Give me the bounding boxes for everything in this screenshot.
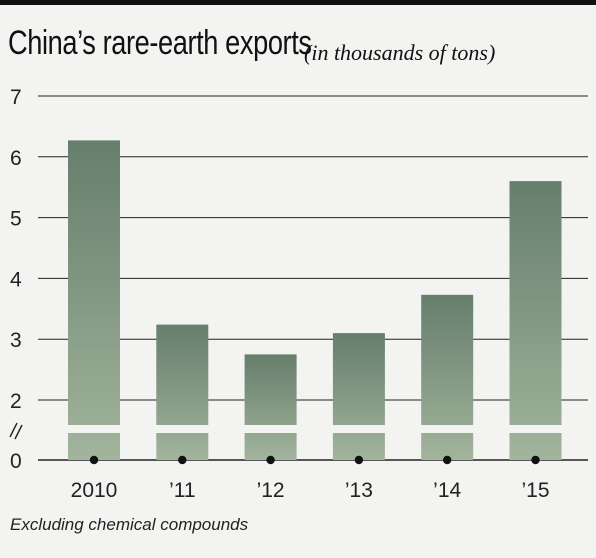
- axis-break-band: [36, 425, 590, 433]
- y-tick-label: 2: [10, 390, 22, 413]
- x-tick-label: ’13: [345, 479, 373, 502]
- bar-1: [156, 324, 209, 460]
- x-tick-dot: [531, 455, 540, 465]
- axis-break-mark: [14, 424, 23, 440]
- y-tick-label: 0: [10, 450, 22, 473]
- x-tick-label: ’12: [257, 479, 285, 502]
- x-tick-dot: [354, 455, 364, 465]
- bar-4: [421, 294, 474, 460]
- x-tick-label: ’11: [169, 479, 195, 502]
- x-tick-dot: [178, 455, 187, 465]
- x-tick-dot: [443, 455, 452, 465]
- x-tick-dot: [266, 455, 275, 465]
- chart-subtitle: (in thousands of tons): [304, 40, 496, 65]
- y-tick-label: 7: [10, 86, 22, 109]
- y-tick-label: 5: [10, 208, 22, 231]
- chart-title: China’s rare-earth exports: [8, 24, 312, 62]
- x-tick-label: ’14: [433, 479, 461, 502]
- bar-3: [332, 333, 385, 460]
- bar-2: [244, 354, 297, 460]
- chart-title-wrap: China’s rare-earth exports: [8, 26, 387, 60]
- x-tick-dot: [89, 455, 99, 465]
- y-tick-label: 6: [10, 147, 22, 170]
- axis-break-mark: [9, 422, 18, 438]
- x-tick-label: 2010: [71, 479, 118, 502]
- y-tick-label: 4: [10, 268, 22, 291]
- bar-5: [509, 181, 562, 460]
- bar-0: [68, 140, 120, 460]
- x-tick-label: ’15: [521, 479, 549, 502]
- top-rule: [0, 0, 596, 5]
- y-tick-label: 3: [10, 329, 22, 352]
- footnote: Excluding chemical compounds: [10, 515, 249, 534]
